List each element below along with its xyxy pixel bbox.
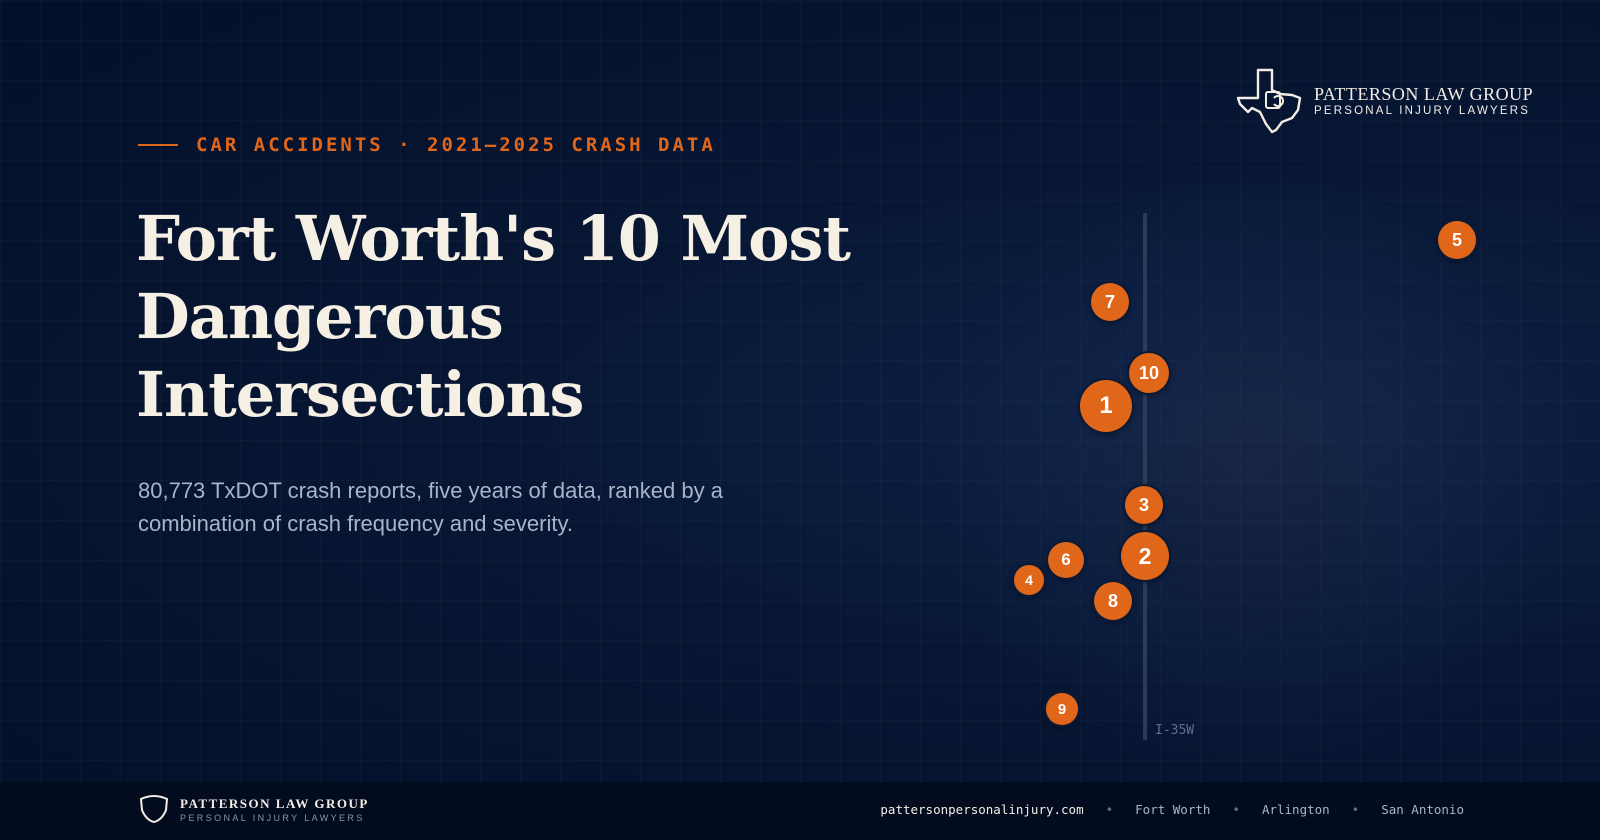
eyebrow-line [138,144,178,146]
map-pin-9[interactable]: 9 [1046,693,1078,725]
footer: PATTERSON LAW GROUP PERSONAL INJURY LAWY… [0,782,1600,840]
website-link[interactable]: pattersonpersonalinjury.com [880,802,1084,817]
map-pin-7[interactable]: 7 [1091,283,1129,321]
brand-logo-top[interactable]: PATTERSON LAW GROUP PERSONAL INJURY LAWY… [1236,68,1533,134]
map-glow [920,180,1580,760]
location-arlington[interactable]: Arlington [1261,802,1330,817]
footer-links: pattersonpersonalinjury.com • Fort Worth… [880,802,1464,817]
map-pin-label: 5 [1451,229,1462,250]
map-pin-label: 4 [1025,572,1033,588]
map-pin-label: 8 [1107,590,1118,611]
brand-tagline: PERSONAL INJURY LAWYERS [1314,105,1531,117]
footer-brand-tagline: PERSONAL INJURY LAWYERS [180,812,365,823]
separator-dot: • [1232,802,1240,817]
highway-label: I-35W [1155,723,1195,738]
map-pin-4[interactable]: 4 [1014,565,1044,595]
separator-dot: • [1351,802,1360,817]
location-san-antonio[interactable]: San Antonio [1381,802,1464,817]
background-grid [0,0,1600,782]
map-pin-label: 2 [1138,542,1152,569]
brand-name: PATTERSON LAW GROUP [1314,84,1534,104]
shield-icon [139,795,169,824]
map-pin-label: 9 [1057,700,1067,718]
map-pin-label: 7 [1104,291,1115,312]
map-pin-label: 10 [1138,362,1160,383]
page-title: Fort Worth's 10 Most Dangerous Intersect… [136,202,851,431]
map-pin-label: 6 [1061,550,1071,569]
map-pin-8[interactable]: 8 [1094,582,1132,620]
map-pin-3[interactable]: 3 [1125,486,1163,524]
location-fort-worth[interactable]: Fort Worth [1135,802,1211,817]
map-pin-2[interactable]: 2 [1121,532,1169,580]
footer-brand-name: PATTERSON LAW GROUP [180,795,369,811]
map-pin-label: 1 [1099,392,1113,419]
map-pin-5[interactable]: 5 [1438,221,1476,259]
map-pin-label: 3 [1138,494,1149,515]
highway-line [1143,213,1147,740]
texas-state-icon [1236,68,1302,134]
map-pin-1[interactable]: 1 [1080,380,1132,432]
page-subtitle: 80,773 TxDOT crash reports, five years o… [138,478,723,536]
brand-logo-bottom[interactable]: PATTERSON LAW GROUP PERSONAL INJURY LAWY… [138,794,369,824]
eyebrow-text: CAR ACCIDENTS · 2021–2025 CRASH DATA [196,134,716,156]
intersection-map: I-35W 1 2 3 4 5 6 7 8 9 10 [1014,213,1476,740]
separator-dot: • [1105,802,1114,817]
eyebrow: CAR ACCIDENTS · 2021–2025 CRASH DATA [138,134,716,156]
map-pin-6[interactable]: 6 [1048,542,1084,578]
map-pin-10[interactable]: 10 [1129,353,1169,393]
